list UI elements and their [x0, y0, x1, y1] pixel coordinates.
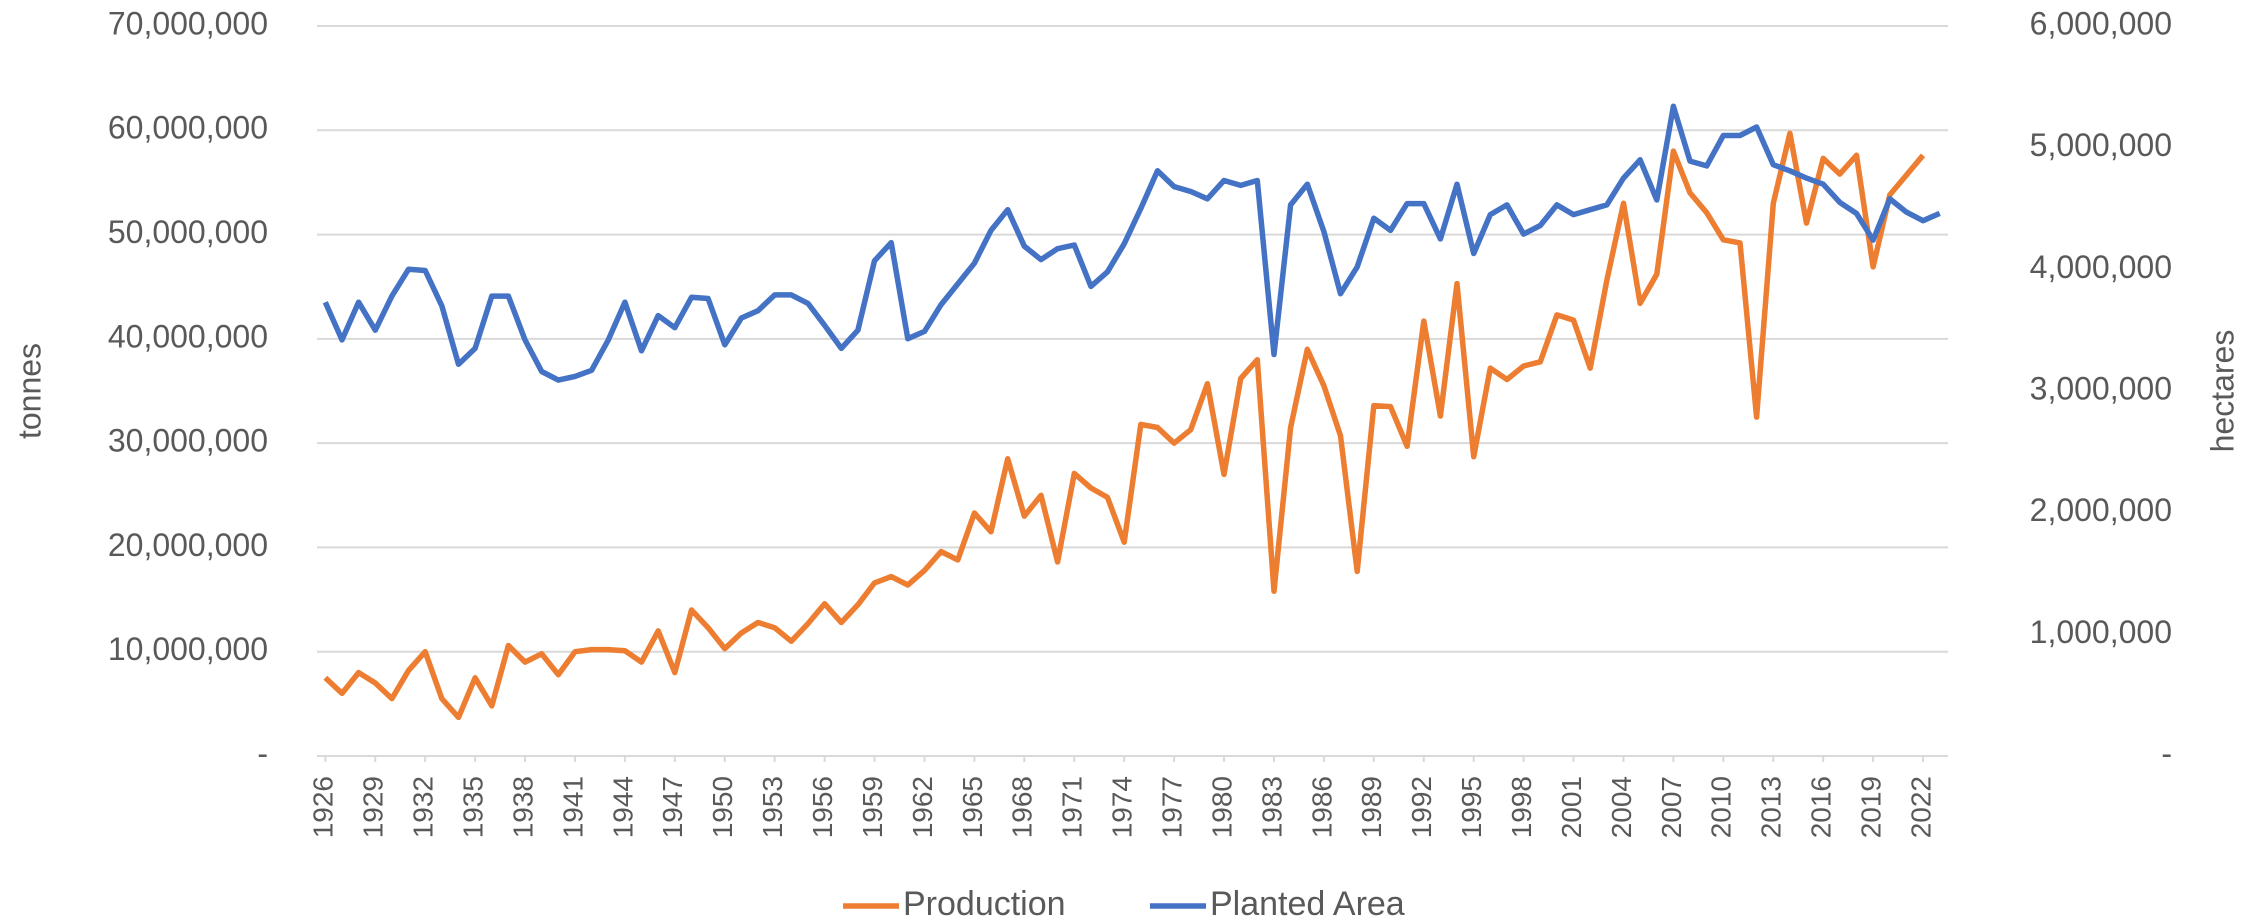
- y2-tick-label: 1,000,000: [2030, 614, 2172, 650]
- x-tick-label: 1983: [1256, 776, 1287, 838]
- x-tick-label: 1950: [707, 776, 738, 838]
- y2-tick-label: 2,000,000: [2030, 492, 2172, 528]
- x-tick-label: 1965: [957, 776, 988, 838]
- x-tick-label: 2019: [1855, 776, 1886, 838]
- x-tick-label: 2001: [1556, 776, 1587, 838]
- x-tick-label: 1938: [507, 776, 538, 838]
- y-axis-title: tonnes: [11, 343, 47, 439]
- y-tick-label: 40,000,000: [108, 318, 268, 354]
- y-tick-label: 70,000,000: [108, 5, 268, 41]
- y2-tick-label: 5,000,000: [2030, 127, 2172, 163]
- y-tick-label: 30,000,000: [108, 423, 268, 459]
- series-line: [323, 130, 1926, 721]
- x-tick-label: 1953: [757, 776, 788, 838]
- y2-tick-label: 3,000,000: [2030, 370, 2172, 406]
- y-tick-label: 20,000,000: [108, 527, 268, 563]
- x-tick-label: 1998: [1506, 776, 1537, 838]
- y-tick-label: 60,000,000: [108, 110, 268, 146]
- x-tick-label: 2022: [1905, 776, 1936, 838]
- y2-tick-label: -: [2161, 735, 2172, 771]
- legend-label: Planted Area: [1210, 885, 1405, 923]
- y2-axis-title: hectares: [2204, 330, 2240, 453]
- x-tick-label: 1980: [1206, 776, 1237, 838]
- x-tick-label: 1977: [1156, 776, 1187, 838]
- x-tick-label: 1929: [358, 776, 389, 838]
- x-tick-label: 2007: [1656, 776, 1687, 838]
- series-line: [322, 103, 1941, 383]
- x-tick-label: 1947: [657, 776, 688, 838]
- y-tick-label: -: [257, 735, 268, 771]
- x-tick-label: 1968: [1007, 776, 1038, 838]
- x-tick-label: 1986: [1306, 776, 1337, 838]
- x-tick-label: 1995: [1456, 776, 1487, 838]
- x-tick-label: 1959: [857, 776, 888, 838]
- x-tick-label: 1926: [308, 776, 339, 838]
- x-tick-label: 1941: [557, 776, 588, 838]
- y-tick-label: 10,000,000: [108, 631, 268, 667]
- x-tick-label: 1962: [907, 776, 938, 838]
- x-tick-label: 1956: [807, 776, 838, 838]
- x-tick-label: 1974: [1107, 776, 1138, 838]
- legend-label: Production: [903, 885, 1066, 923]
- x-tick-label: 1944: [607, 776, 638, 838]
- x-tick-label: 2010: [1706, 776, 1737, 838]
- x-tick-label: 1971: [1057, 776, 1088, 838]
- x-tick-label: 1932: [408, 776, 439, 838]
- x-tick-label: 2004: [1606, 776, 1637, 838]
- y2-tick-label: 4,000,000: [2030, 249, 2172, 285]
- x-tick-label: 1935: [457, 776, 488, 838]
- y-tick-label: 50,000,000: [108, 214, 268, 250]
- x-tick-label: 1992: [1406, 776, 1437, 838]
- y2-tick-label: 6,000,000: [2030, 5, 2172, 41]
- x-tick-label: 2016: [1806, 776, 1837, 838]
- x-tick-label: 2013: [1756, 776, 1787, 838]
- x-tick-label: 1989: [1356, 776, 1387, 838]
